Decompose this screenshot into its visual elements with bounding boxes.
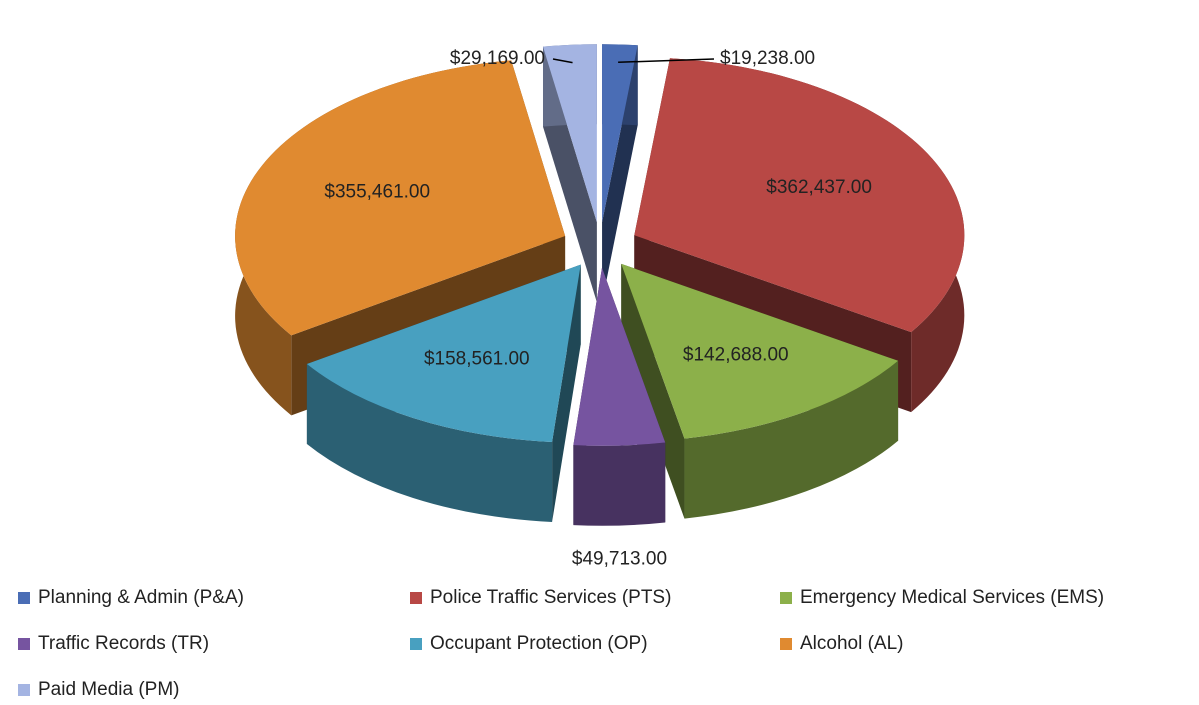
legend-label: Emergency Medical Services (EMS)	[800, 587, 1104, 608]
data-label: $49,713.00	[572, 549, 667, 570]
data-label: $142,688.00	[683, 344, 789, 365]
legend-label: Traffic Records (TR)	[38, 633, 209, 654]
slice-top	[306, 264, 581, 442]
pie-slice	[573, 267, 666, 526]
pie-slice	[621, 263, 899, 519]
legend-swatch	[780, 592, 792, 604]
legend-label: Paid Media (PM)	[38, 679, 180, 700]
slice-top	[542, 44, 597, 223]
legend-swatch	[410, 638, 422, 650]
legend-swatch	[18, 592, 30, 604]
slice-top	[634, 58, 965, 333]
slice-top	[573, 267, 666, 446]
pie-slice	[602, 44, 638, 303]
legend-swatch	[18, 684, 30, 696]
data-label: $158,561.00	[424, 349, 530, 370]
legend-swatch	[780, 638, 792, 650]
leader-line	[618, 58, 715, 64]
leader-line	[552, 58, 573, 64]
legend-label: Police Traffic Services (PTS)	[430, 587, 671, 608]
legend-label: Planning & Admin (P&A)	[38, 587, 244, 608]
pie-slice	[306, 264, 581, 522]
legend-swatch	[410, 592, 422, 604]
slice-top	[602, 44, 638, 223]
slice-wall	[684, 360, 899, 519]
data-label: $29,169.00	[450, 48, 545, 69]
legend-label: Occupant Protection (OP)	[430, 633, 648, 654]
legend-swatch	[18, 638, 30, 650]
data-label: $19,238.00	[720, 48, 815, 69]
slice-side	[621, 263, 685, 519]
slice-wall	[573, 442, 666, 526]
legend-label: Alcohol (AL)	[800, 633, 904, 654]
slice-wall	[306, 364, 553, 522]
slice-top	[235, 60, 566, 336]
data-label: $355,461.00	[324, 181, 430, 202]
data-label: $362,437.00	[766, 177, 872, 198]
slice-top	[621, 263, 899, 439]
pie-slice	[542, 44, 597, 303]
